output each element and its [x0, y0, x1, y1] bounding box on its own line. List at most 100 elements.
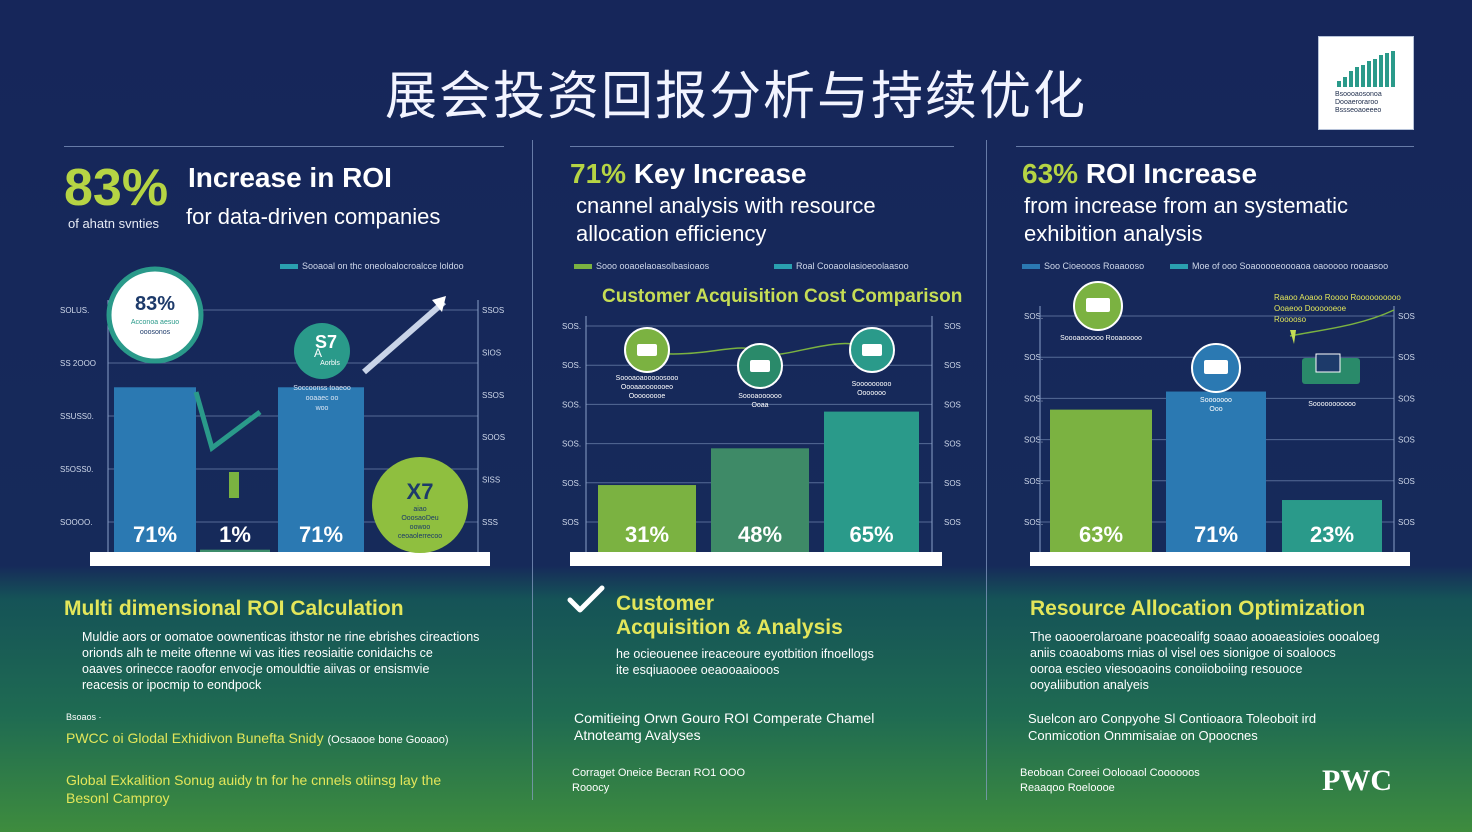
bar-text: Ooaa [751, 402, 768, 409]
body-line: oaaves orinecce raoofor envocje omouldti… [82, 662, 430, 676]
body-line: orionds alh te meite oftenne wi vas itie… [82, 646, 433, 660]
annotation-line: Ooaeoo Doooooeoe [1274, 304, 1347, 313]
legend-swatch [774, 264, 792, 270]
panel1-section-title: Multi dimensional ROI Calculation [64, 597, 404, 620]
bar-text: woo [315, 405, 329, 412]
chart-baseline [1030, 552, 1410, 566]
panel3-footer: Beoboan Coreei Oolooaol Coooooos Reaaqoo… [1020, 766, 1200, 796]
y-tick-label: SOS. [562, 361, 581, 370]
y-tick-label: SOS. [1024, 353, 1043, 362]
panel3-headline-text: ROI Increase [1085, 158, 1258, 189]
bar [200, 549, 270, 552]
pwc-logo: PWC [1322, 764, 1392, 797]
label-circle [294, 323, 350, 379]
bar-text: Oooaaooooooeo [621, 384, 673, 391]
bar [711, 448, 809, 552]
stat-circle-value: X7 [407, 479, 434, 504]
panel1-source-label: Bsoaos · [66, 712, 102, 722]
y-tick-label: SOS [1398, 518, 1415, 527]
panel3-headline: 63% ROI Increase [1022, 158, 1257, 190]
legend-swatch [1170, 264, 1188, 270]
vehicle-icon-glyph [862, 344, 882, 356]
footer-line: Besonl Camproy [66, 790, 170, 806]
panel2-legend-1: Sooo ooaoelaoasolbasioaos [574, 261, 709, 271]
data-label: 65% [849, 522, 893, 547]
mid-line: Atnoteamg Avalyses [574, 727, 701, 743]
legend-label: Sooo ooaoelaoasolbasioaos [596, 261, 710, 271]
label-suffix: Aorbls [320, 360, 340, 367]
bar-text: Soooaoooooo Rooaooooo [1060, 335, 1142, 342]
y-tick-label: SOS [1398, 477, 1415, 486]
y-tick-label: SOS [1398, 312, 1415, 321]
chart-baseline [90, 552, 490, 566]
panel2-headline: 71% Key Increase [570, 158, 807, 190]
stat-circle-text: aiao [413, 506, 426, 513]
stat-circle-text: oowoo [410, 524, 431, 531]
panel-divider [532, 140, 533, 800]
panel1-subline: for data-driven companies [186, 204, 441, 229]
logo-text-3: Bssseoaoeeeo [1335, 107, 1382, 114]
y-tick-label: SOS. [1024, 436, 1043, 445]
legend-label: Moe of ooo Soaooooeoooaoa oaooooo rooaas… [1192, 261, 1389, 271]
team-icon-glyph [1204, 360, 1228, 374]
subline-line: cnannel analysis with resource [576, 193, 876, 218]
panel1-footer: Global Exkalition Sonug auidy tn for he … [66, 771, 441, 807]
footer-line: Global Exkalition Sonug auidy tn for he … [66, 772, 442, 788]
panel1-stat: 83% [64, 159, 169, 217]
y-tick-label: SOS [1398, 353, 1415, 362]
y-tick-label: SOS. [1024, 312, 1043, 321]
y-tick-label: SOLUS. [60, 306, 89, 315]
title-line: Customer [616, 592, 715, 615]
y-tick-label: SS 2OOO [60, 359, 96, 368]
panel3-legend-1: Soo Cioeooos Roaaooso [1022, 261, 1144, 271]
footer-line: Corraget Oneice Becran RO1 OOO [572, 767, 746, 779]
page-title: 展会投资回报分析与持续优化 [384, 67, 1087, 127]
footer-line: Beoboan Coreei Oolooaol Coooooos [1020, 767, 1200, 779]
bar [1282, 500, 1382, 552]
y-tick-label: SIOS [482, 348, 501, 357]
y-tick-label: SSOS [482, 391, 504, 400]
data-label: 48% [738, 522, 782, 547]
bar-text: Sooooooooooo [1308, 401, 1356, 408]
y-tick-label: SOS [562, 518, 579, 527]
footer-line: Rooocy [572, 782, 610, 794]
panel3-section-body: The oaooerolaroane poaceoalifg soaao aoo… [1030, 629, 1380, 693]
bar-text: Soccoonss toaeoo [293, 385, 351, 392]
y-tick-label: SOOOO. [60, 518, 92, 527]
bar [824, 411, 919, 552]
stat-circle-text: OoosaoDeu [401, 515, 438, 522]
y-tick-label: SOS. [562, 479, 581, 488]
data-label: 71% [133, 522, 177, 547]
panel1-stat-sub: of ahatn svnties [68, 216, 160, 231]
y-tick-label: SOS. [1024, 477, 1043, 486]
y-tick-label: SOS [944, 361, 961, 370]
bar-text: Soooaoooooo [738, 393, 782, 400]
device-icon-screen [1315, 353, 1341, 373]
marker-icon [1290, 330, 1296, 344]
people-icon-glyph [750, 360, 770, 372]
panel3-legend-2: Moe of ooo Soaooooeoooaoa oaooooo rooaas… [1170, 261, 1388, 271]
body-line: The oaooerolaroane poaceoalifg soaao aoo… [1030, 630, 1380, 644]
exhibit-icon-glyph [1086, 298, 1110, 312]
panel1-headline: Increase in ROI [188, 162, 392, 193]
stat-circle [106, 266, 204, 364]
panel2-legend-2: Roal Cooaoolasioeoolaasoo [774, 261, 909, 271]
body-line: Muldie aors or oomatoe oownenticas ithst… [82, 630, 480, 644]
top-rule [570, 146, 954, 147]
trend-line [1289, 309, 1395, 337]
y-tick-label: SOS. [562, 400, 581, 409]
mid-line: Conmicotion Onmmisaiae on Opoocnes [1028, 728, 1258, 743]
arrowhead-icon [432, 296, 446, 312]
annotation-line: Rooooso [1274, 315, 1307, 324]
bar-text: Ooooooooe [629, 393, 666, 400]
y-tick-label: SOS [1398, 394, 1415, 403]
panel3-section-title: Resource Allocation Optimization [1030, 597, 1366, 620]
y-tick-label: SOS [944, 518, 961, 527]
logo-chart-icon [1337, 51, 1395, 87]
panel3-headline-stat: 63% [1022, 158, 1079, 189]
data-label: 23% [1310, 522, 1354, 547]
bar [278, 387, 364, 552]
panel1-source: PWCC oi Glodal Exhidivon Bunefta Snidy (… [66, 730, 449, 746]
